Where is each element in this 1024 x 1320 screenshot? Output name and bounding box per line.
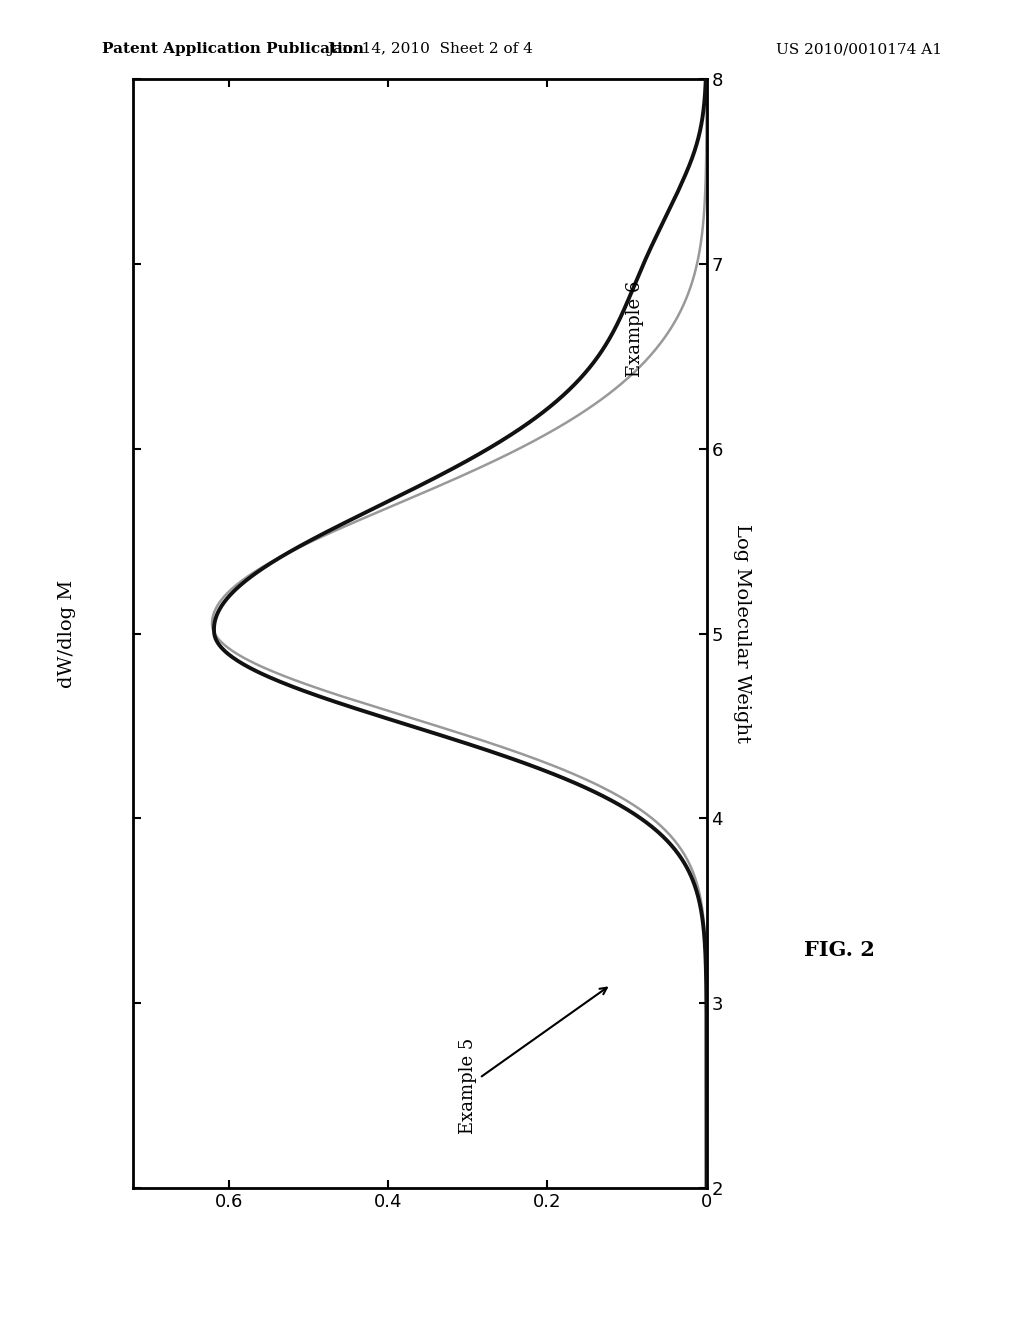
Text: Example 5: Example 5: [459, 987, 607, 1134]
Y-axis label: Log Molecular Weight: Log Molecular Weight: [733, 524, 751, 743]
Text: FIG. 2: FIG. 2: [804, 940, 876, 961]
Text: Jan. 14, 2010  Sheet 2 of 4: Jan. 14, 2010 Sheet 2 of 4: [327, 42, 534, 57]
Text: dW/dlog M: dW/dlog M: [57, 579, 76, 688]
Text: Example 6: Example 6: [626, 280, 644, 378]
Text: US 2010/0010174 A1: US 2010/0010174 A1: [776, 42, 942, 57]
Text: Patent Application Publication: Patent Application Publication: [102, 42, 365, 57]
